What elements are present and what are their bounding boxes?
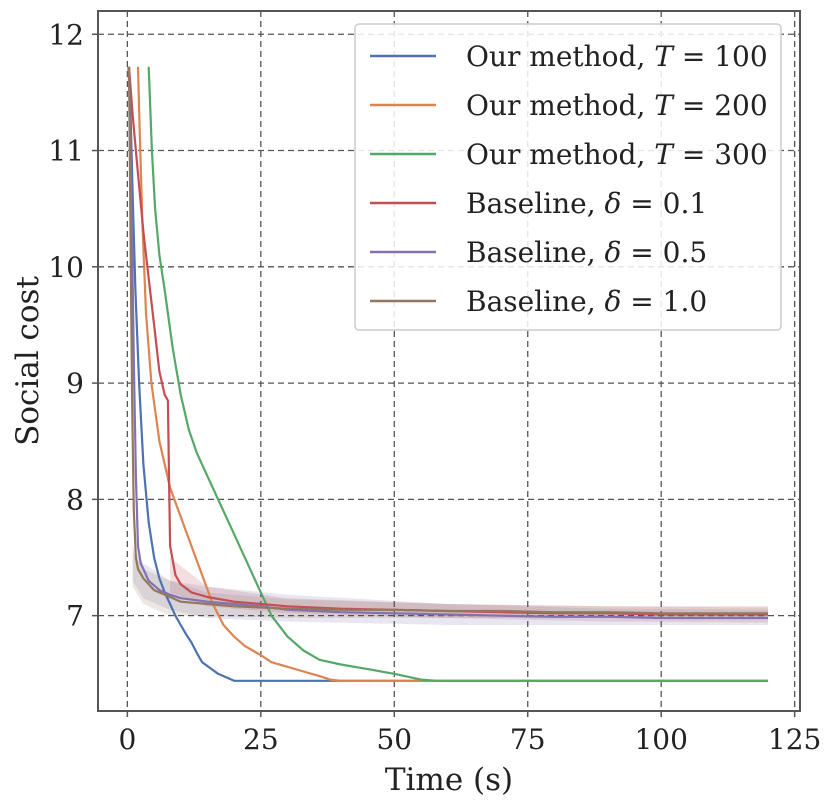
x-tick-label: 100: [634, 723, 687, 756]
y-tick-label: 8: [66, 483, 84, 516]
legend-label: Our method, T = 300: [466, 138, 768, 171]
x-tick-label: 0: [118, 723, 136, 756]
legend-label: Baseline, δ = 0.5: [466, 236, 707, 269]
x-tick-labels: 0 25 50 75 100 125: [118, 723, 821, 756]
legend-entry: Our method, T = 200: [370, 89, 768, 122]
x-tick-label: 25: [243, 723, 279, 756]
y-axis-title: Social cost: [10, 276, 46, 446]
legend-label: Our method, T = 100: [466, 40, 768, 73]
series-line-our-method-t-300: [147, 66, 768, 682]
y-tick-label: 7: [66, 600, 84, 633]
series-line-baseline-0-1: [127, 66, 768, 616]
y-tick-label: 10: [48, 251, 84, 284]
series-line-baseline-0-5: [127, 66, 768, 620]
legend-entry: Baseline, δ = 0.1: [370, 187, 707, 220]
series-line-baseline-1-0: [127, 66, 768, 615]
x-tick-label: 75: [510, 723, 546, 756]
series-lines: [127, 66, 768, 682]
x-tick-label: 50: [376, 723, 412, 756]
y-tick-label: 9: [66, 367, 84, 400]
legend-entry: Baseline, δ = 0.5: [370, 236, 707, 269]
legend-entry: Our method, T = 100: [370, 40, 768, 73]
legend-label: Our method, T = 200: [466, 89, 768, 122]
confidence-bands: [132, 545, 769, 625]
series-line-our-method-t-200: [136, 66, 768, 682]
legend: Our method, T = 100 Our method, T = 200 Ou…: [354, 23, 782, 331]
y-tick-labels: 7 8 9 10 11 12: [48, 18, 84, 632]
y-tick-label: 12: [48, 18, 84, 51]
band-baseline-1-0: [132, 551, 768, 618]
x-tick-label: 125: [768, 723, 821, 756]
legend-entry: Baseline, δ = 1.0: [370, 285, 707, 318]
legend-label: Baseline, δ = 0.1: [466, 187, 707, 220]
y-tick-label: 11: [48, 135, 84, 168]
series-line-our-method-t-100: [127, 66, 768, 682]
legend-label: Baseline, δ = 1.0: [466, 285, 707, 318]
x-axis-title: Time (s): [385, 762, 513, 798]
legend-box: [354, 23, 782, 331]
band-baseline-0-1: [170, 557, 769, 623]
band-baseline-0-5: [132, 545, 768, 625]
legend-entry: Our method, T = 300: [370, 138, 768, 171]
plot-frame: [97, 10, 801, 712]
